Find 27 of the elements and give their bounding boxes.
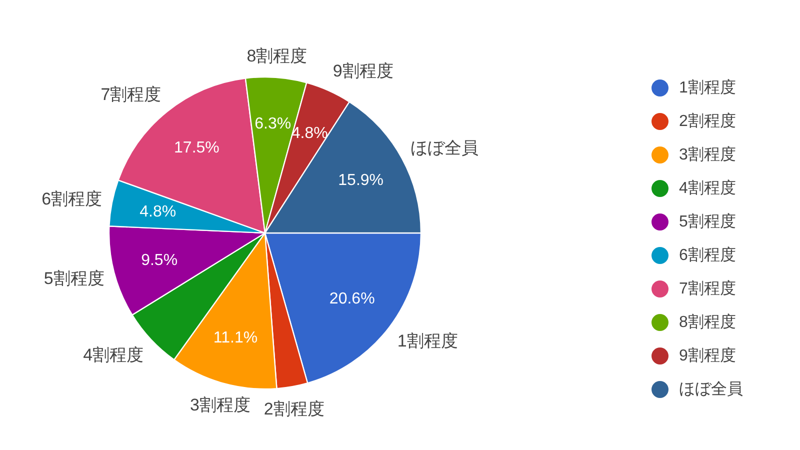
slice-label: 1割程度 [397,331,458,350]
data-label: 4.8% [140,203,176,220]
slice-label: 3割程度 [190,395,250,414]
slice-label: 9割程度 [332,62,394,81]
data-label: 17.5% [174,139,220,156]
data-label: 11.1% [213,330,258,347]
data-label: 20.6% [329,290,375,308]
legend-label: ほぼ全員 [679,381,743,398]
legend-label: 5割程度 [679,212,736,230]
data-label: 15.9% [338,172,384,190]
slice-label: 2割程度 [264,399,324,418]
slice-label: ほぼ全員 [410,138,479,158]
slice-label: 4割程度 [83,345,144,364]
legend-label: 4割程度 [679,179,736,197]
legend-label: 3割程度 [679,146,736,164]
legend-label: 1割程度 [679,78,736,96]
legend-label: 6割程度 [679,246,736,264]
legend-label: 9割程度 [679,346,736,364]
data-label: 6.3% [254,116,292,133]
data-label: 9.5% [141,252,178,269]
slice-label: 7割程度 [100,85,162,104]
slice-label: 6割程度 [42,190,102,209]
slice-label: 8割程度 [246,46,308,66]
legend-label: 8割程度 [679,313,736,331]
legend-label: 7割程度 [679,280,736,298]
legend-label: 2割程度 [679,112,736,130]
slice-label: 5割程度 [44,268,104,288]
